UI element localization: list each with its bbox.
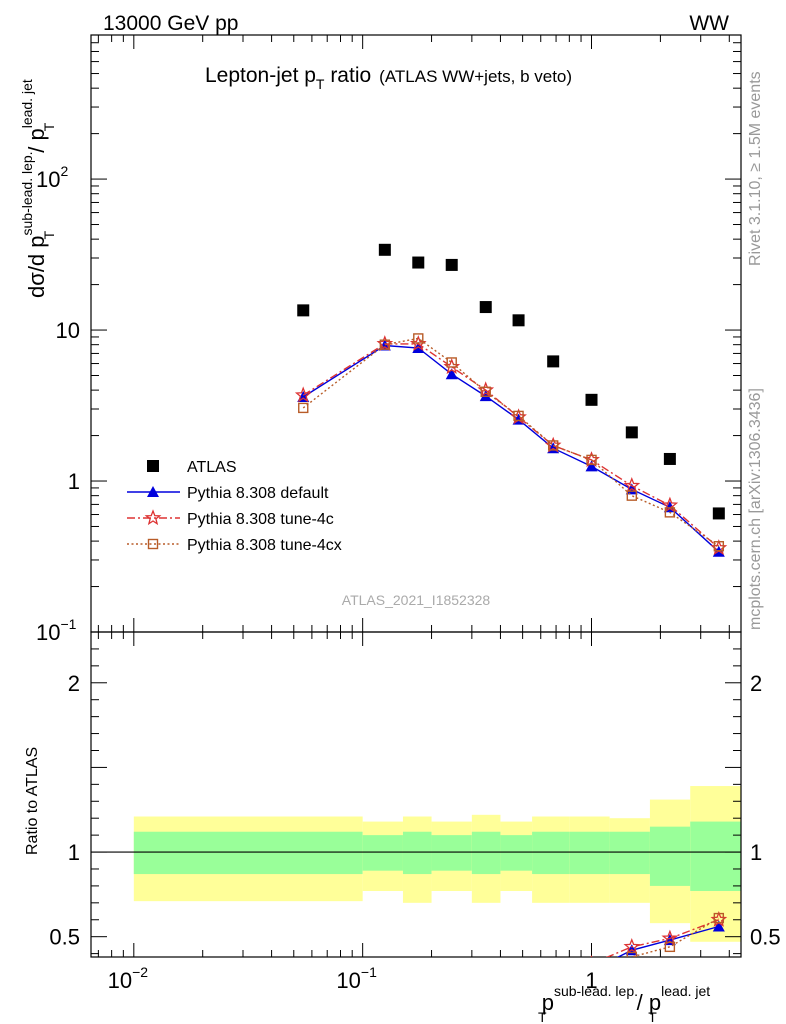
x-axis-label: psub-lead. lep. T / plead. jet T xyxy=(538,983,710,1024)
legend: ATLAS Pythia 8.308 default Pythia 8.308 tu… xyxy=(127,459,342,554)
legend-item: Pythia 8.308 tune-4c xyxy=(127,509,334,528)
series-line-3 xyxy=(302,337,720,547)
data-point xyxy=(625,426,638,439)
inner-band-1 xyxy=(362,835,403,871)
y-tick-label: 102 xyxy=(36,163,68,192)
inner-band-7 xyxy=(569,831,610,875)
data-point xyxy=(298,402,309,414)
inner-band-10 xyxy=(690,821,741,891)
legend-label: Pythia 8.308 tune-4cx xyxy=(187,537,342,554)
data-point xyxy=(713,541,725,552)
series-line-2 xyxy=(302,343,720,549)
ratio-y-tick-label: 2 xyxy=(68,671,80,696)
main-series xyxy=(294,243,728,557)
data-point xyxy=(297,391,310,403)
ratio-point xyxy=(712,920,725,932)
data-point xyxy=(378,243,391,256)
legend-item: Pythia 8.308 default xyxy=(127,485,329,502)
y-tick-label: 1 xyxy=(68,469,80,494)
ratio-line-0 xyxy=(616,925,719,957)
uncertainty-bands xyxy=(133,786,741,942)
inner-band-9 xyxy=(649,826,691,886)
legend-item: Pythia 8.308 tune-4cx xyxy=(127,537,342,554)
ratio-point xyxy=(664,941,676,953)
axis-tick-labels: 10−2 10−1 1 10−1 1 10 102 0.5 0.5 1 1 2 2 xyxy=(36,163,781,993)
data-point xyxy=(712,507,725,520)
data-point xyxy=(412,256,425,269)
inner-band-6 xyxy=(532,831,570,875)
y-axis-label-ratio: Ratio to ATLAS xyxy=(24,747,41,855)
legend-label: Pythia 8.308 default xyxy=(187,485,329,502)
inner-band-8 xyxy=(609,831,650,875)
legend-marker xyxy=(147,538,159,550)
data-point xyxy=(446,357,457,368)
data-point xyxy=(664,507,676,518)
data-point xyxy=(585,460,598,472)
inner-band-5 xyxy=(500,835,533,871)
legend-marker xyxy=(147,486,159,497)
ratio-point xyxy=(623,938,641,954)
inner-band-3 xyxy=(431,835,472,871)
ratio-y-tick-label-right: 0.5 xyxy=(750,925,781,950)
data-point xyxy=(513,410,524,422)
mcplots-label: mcplots.cern.ch [arXiv:1306.3436] xyxy=(747,388,764,630)
data-point xyxy=(413,333,424,344)
ratio-y-tick-label: 1 xyxy=(68,840,80,865)
series-line-1 xyxy=(302,344,720,553)
y-tick-label: 10−1 xyxy=(36,616,77,645)
ratio-line-2 xyxy=(629,917,720,957)
x-tick-label: 10−1 xyxy=(336,964,377,993)
legend-item: ATLAS xyxy=(147,459,237,476)
ratio-point xyxy=(661,929,679,946)
y-tick-label: 10 xyxy=(56,318,80,343)
legend-marker xyxy=(147,460,159,472)
ratio-y-tick-label: 0.5 xyxy=(49,925,80,950)
ratio-point xyxy=(626,951,638,957)
data-point xyxy=(626,490,638,501)
data-point xyxy=(663,452,676,465)
data-point xyxy=(480,386,491,397)
axis-ticks xyxy=(91,34,741,957)
inner-band-0 xyxy=(133,831,363,875)
inner-band-2 xyxy=(402,831,432,875)
ratio-y-tick-label-right: 1 xyxy=(750,840,762,865)
ratio-line-1 xyxy=(605,919,720,957)
rivet-version-label: Rivet 3.1.10, ≥ 1.5M events xyxy=(747,71,764,266)
ratio-panel-frame xyxy=(90,631,742,958)
data-point xyxy=(586,454,597,466)
analysis-watermark: ATLAS_2021_I1852328 xyxy=(342,592,491,608)
y-axis-label-main: dσ/d psub-lead. lep. T / plead. jet T xyxy=(19,79,57,298)
data-point xyxy=(445,368,458,380)
data-point xyxy=(294,386,312,403)
data-point xyxy=(547,355,560,368)
legend-marker xyxy=(144,509,162,526)
data-point xyxy=(547,440,559,451)
legend-label: Pythia 8.308 tune-4c xyxy=(187,511,334,528)
x-tick-label: 10−2 xyxy=(108,964,149,993)
ratio-y-tick-label-right: 2 xyxy=(750,671,762,696)
data-point xyxy=(479,301,492,314)
ratio-series xyxy=(590,911,728,957)
data-point xyxy=(512,314,525,327)
data-point xyxy=(623,477,641,493)
data-point xyxy=(379,339,391,350)
data-point xyxy=(297,304,310,317)
energy-label: 13000 GeV pp xyxy=(103,12,238,35)
legend-label: ATLAS xyxy=(187,459,237,476)
plot-title: Lepton-jet pT ratio (ATLAS WW+jets, b vet… xyxy=(205,64,572,92)
process-label: WW xyxy=(689,12,729,35)
x-tick-label: 1 xyxy=(585,968,597,993)
data-point xyxy=(445,258,458,271)
ratio-point xyxy=(713,912,725,924)
inner-band-4 xyxy=(471,831,501,875)
data-point xyxy=(585,393,598,406)
